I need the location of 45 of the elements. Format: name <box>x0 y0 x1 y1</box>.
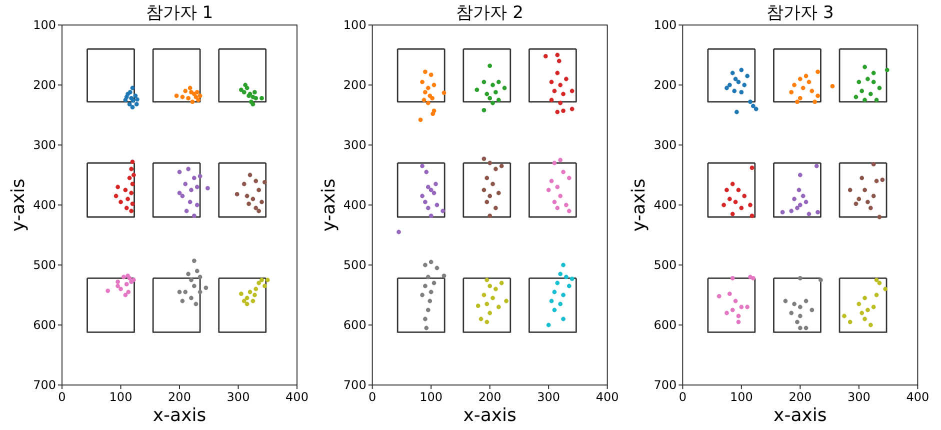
y-tick-label: 100 <box>654 18 677 32</box>
x-axis-title: x-axis <box>774 405 827 426</box>
y-tick-label: 100 <box>33 18 56 32</box>
y-axis-title: y-axis <box>628 178 650 232</box>
x-tick-label: 100 <box>109 390 132 404</box>
x-tick-label: 400 <box>286 390 308 404</box>
y-tick-label: 600 <box>343 318 366 332</box>
y-tick-label: 300 <box>654 138 677 152</box>
y-tick-label: 400 <box>343 198 366 212</box>
chart-title: 참가자 3 <box>766 3 834 23</box>
x-tick-label: 0 <box>58 390 66 404</box>
x-tick-label: 300 <box>847 390 870 404</box>
x-tick-label: 400 <box>906 390 930 404</box>
x-tick-label: 200 <box>168 390 191 404</box>
y-tick-label: 200 <box>33 78 56 92</box>
chart-title: 참가자 2 <box>456 3 524 23</box>
y-tick-label: 400 <box>654 198 677 212</box>
y-tick-label: 300 <box>343 138 366 152</box>
x-tick-label: 200 <box>788 390 812 404</box>
y-tick-label: 500 <box>343 258 366 272</box>
y-tick-label: 700 <box>343 378 366 392</box>
x-tick-label: 400 <box>596 390 619 404</box>
y-tick-label: 200 <box>654 78 677 92</box>
y-tick-label: 700 <box>654 378 677 392</box>
x-tick-label: 100 <box>730 390 753 404</box>
y-tick-label: 500 <box>33 258 56 272</box>
y-axis-title: y-axis <box>8 178 29 232</box>
x-axis-title: x-axis <box>463 405 516 426</box>
x-tick-label: 0 <box>678 390 686 404</box>
x-tick-label: 200 <box>478 390 502 404</box>
x-tick-label: 300 <box>226 390 250 404</box>
x-tick-label: 0 <box>368 390 376 404</box>
y-tick-label: 200 <box>343 78 366 92</box>
y-tick-label: 600 <box>654 318 677 332</box>
y-tick-label: 400 <box>33 198 56 212</box>
y-tick-label: 300 <box>33 138 56 152</box>
x-tick-label: 300 <box>537 390 560 404</box>
y-tick-label: 500 <box>654 258 677 272</box>
x-axis-title: x-axis <box>152 405 206 426</box>
y-tick-label: 100 <box>343 18 366 32</box>
y-axis-title: y-axis <box>318 178 340 232</box>
y-tick-label: 700 <box>33 378 56 392</box>
y-tick-label: 600 <box>33 318 56 332</box>
chart-title: 참가자 1 <box>146 3 214 23</box>
x-tick-label: 100 <box>420 390 443 404</box>
